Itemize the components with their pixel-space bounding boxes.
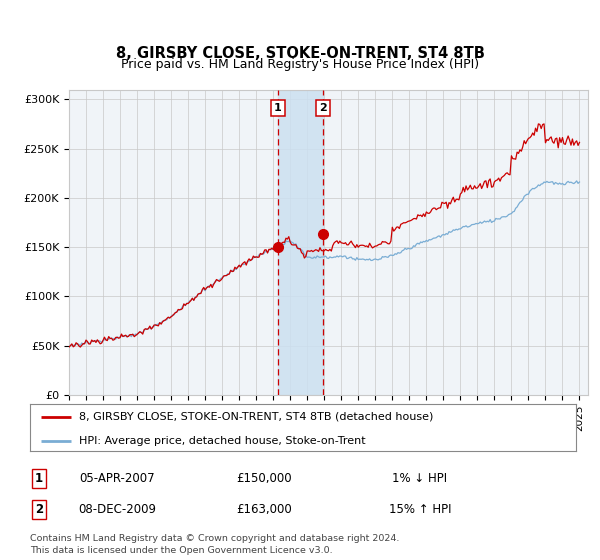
Text: 8, GIRSBY CLOSE, STOKE-ON-TRENT, ST4 8TB: 8, GIRSBY CLOSE, STOKE-ON-TRENT, ST4 8TB	[116, 46, 484, 60]
Text: 15% ↑ HPI: 15% ↑ HPI	[389, 503, 451, 516]
Text: 2: 2	[319, 103, 327, 113]
Text: 05-APR-2007: 05-APR-2007	[79, 472, 155, 486]
Text: Price paid vs. HM Land Registry's House Price Index (HPI): Price paid vs. HM Land Registry's House …	[121, 58, 479, 72]
Text: 1: 1	[35, 472, 43, 486]
Text: 8, GIRSBY CLOSE, STOKE-ON-TRENT, ST4 8TB (detached house): 8, GIRSBY CLOSE, STOKE-ON-TRENT, ST4 8TB…	[79, 412, 434, 422]
Text: 2: 2	[35, 503, 43, 516]
Text: HPI: Average price, detached house, Stoke-on-Trent: HPI: Average price, detached house, Stok…	[79, 436, 366, 446]
Text: £163,000: £163,000	[236, 503, 292, 516]
Text: 08-DEC-2009: 08-DEC-2009	[78, 503, 156, 516]
Bar	[278, 90, 323, 395]
Text: Contains HM Land Registry data © Crown copyright and database right 2024.
This d: Contains HM Land Registry data © Crown c…	[30, 534, 400, 555]
Text: £150,000: £150,000	[236, 472, 292, 486]
Text: 1: 1	[274, 103, 281, 113]
Text: 1% ↓ HPI: 1% ↓ HPI	[392, 472, 448, 486]
